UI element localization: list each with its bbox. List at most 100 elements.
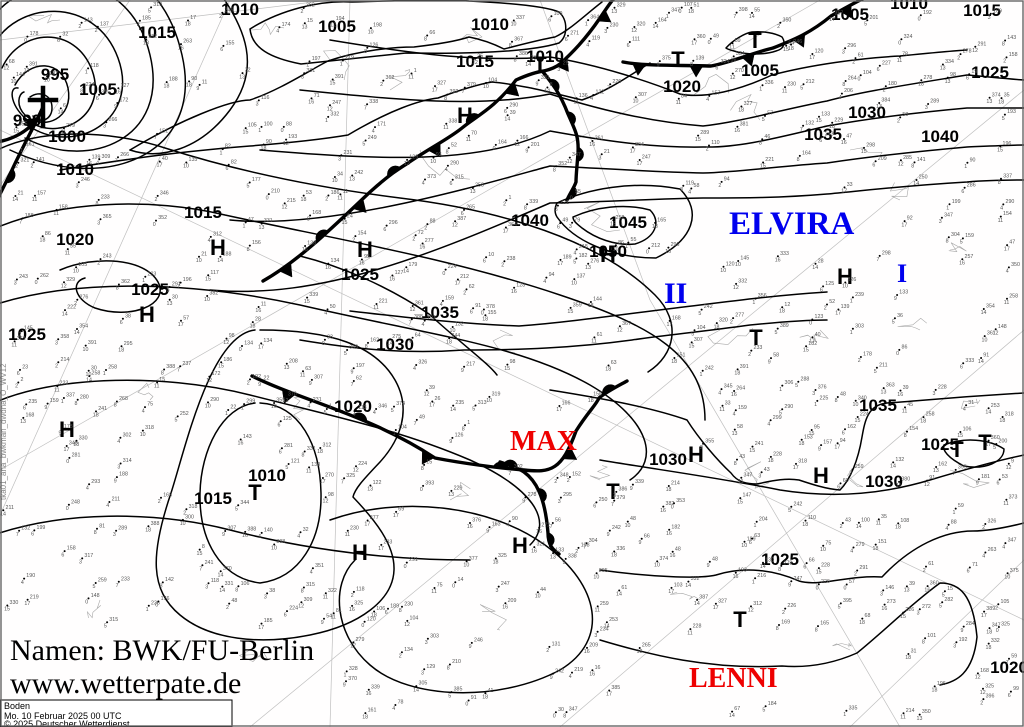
svg-text:5: 5 xyxy=(344,351,347,357)
svg-text:362: 362 xyxy=(386,75,395,81)
svg-text:18: 18 xyxy=(999,418,1005,424)
svg-text:10: 10 xyxy=(180,521,186,527)
svg-text:6: 6 xyxy=(96,96,99,102)
svg-text:15: 15 xyxy=(610,221,616,227)
svg-text:242: 242 xyxy=(354,170,363,176)
svg-text:298: 298 xyxy=(882,251,891,257)
svg-text:156: 156 xyxy=(252,240,261,246)
svg-text:11: 11 xyxy=(900,715,906,721)
svg-text:5: 5 xyxy=(795,383,798,389)
svg-text:18: 18 xyxy=(73,442,79,448)
svg-text:14: 14 xyxy=(219,588,225,594)
svg-text:2: 2 xyxy=(748,352,751,358)
svg-text:Boden: Boden xyxy=(4,701,30,711)
svg-text:201: 201 xyxy=(870,15,879,21)
svg-text:3: 3 xyxy=(594,633,597,639)
svg-text:15: 15 xyxy=(4,607,10,613)
svg-text:21: 21 xyxy=(201,251,207,257)
svg-text:158: 158 xyxy=(1009,52,1018,58)
svg-text:0: 0 xyxy=(671,504,674,510)
svg-text:90: 90 xyxy=(970,157,976,163)
svg-text:12: 12 xyxy=(282,205,288,211)
svg-text:www.wetterpate.de: www.wetterpate.de xyxy=(10,667,241,700)
svg-text:146: 146 xyxy=(885,585,894,591)
svg-text:0: 0 xyxy=(918,17,921,23)
svg-text:2: 2 xyxy=(424,225,427,231)
svg-text:0: 0 xyxy=(153,222,156,228)
svg-text:4: 4 xyxy=(392,706,395,712)
svg-text:13: 13 xyxy=(284,365,290,371)
svg-text:339: 339 xyxy=(371,684,380,690)
svg-text:13: 13 xyxy=(302,24,308,30)
svg-text:48: 48 xyxy=(630,516,636,522)
svg-text:317: 317 xyxy=(84,553,93,559)
svg-text:3: 3 xyxy=(933,391,936,397)
svg-text:1025: 1025 xyxy=(341,265,379,284)
svg-text:18: 18 xyxy=(738,108,744,114)
svg-text:144: 144 xyxy=(593,297,602,303)
svg-text:9: 9 xyxy=(563,560,566,566)
svg-text:55: 55 xyxy=(754,8,760,14)
svg-text:14: 14 xyxy=(58,110,64,116)
svg-text:3: 3 xyxy=(569,224,572,230)
svg-text:325: 325 xyxy=(985,683,994,689)
svg-text:7: 7 xyxy=(154,135,157,141)
svg-text:3: 3 xyxy=(917,611,920,617)
svg-text:376: 376 xyxy=(818,385,827,391)
svg-text:126: 126 xyxy=(455,433,464,439)
svg-text:143: 143 xyxy=(84,17,93,23)
svg-text:6: 6 xyxy=(548,17,551,23)
svg-text:6: 6 xyxy=(278,422,281,428)
svg-text:3: 3 xyxy=(988,15,991,21)
svg-text:2: 2 xyxy=(718,183,721,189)
svg-text:246: 246 xyxy=(474,638,483,644)
svg-text:17: 17 xyxy=(637,161,643,167)
svg-text:18: 18 xyxy=(164,83,170,89)
svg-text:17: 17 xyxy=(835,311,841,317)
svg-text:18: 18 xyxy=(261,146,267,152)
svg-text:1: 1 xyxy=(814,402,817,408)
svg-text:241: 241 xyxy=(98,406,107,412)
svg-text:230: 230 xyxy=(787,82,796,88)
svg-text:1: 1 xyxy=(325,118,328,124)
svg-text:15: 15 xyxy=(567,309,573,315)
svg-text:199: 199 xyxy=(37,525,46,531)
svg-text:8: 8 xyxy=(96,201,99,207)
svg-text:4: 4 xyxy=(96,161,99,167)
svg-text:40: 40 xyxy=(162,156,168,162)
svg-text:362: 362 xyxy=(121,279,130,285)
svg-text:98: 98 xyxy=(950,72,956,78)
svg-text:6: 6 xyxy=(31,532,34,538)
svg-text:0: 0 xyxy=(420,487,423,493)
svg-text:4: 4 xyxy=(982,554,985,560)
svg-text:48: 48 xyxy=(231,598,237,604)
svg-text:221: 221 xyxy=(765,157,774,163)
svg-text:230: 230 xyxy=(350,525,359,531)
svg-text:16: 16 xyxy=(589,142,595,148)
svg-text:0: 0 xyxy=(167,288,170,294)
svg-text:1030: 1030 xyxy=(649,450,687,469)
svg-text:6: 6 xyxy=(961,189,964,195)
svg-text:45: 45 xyxy=(907,402,913,408)
svg-text:247: 247 xyxy=(642,155,651,161)
svg-text:228: 228 xyxy=(821,563,830,569)
svg-text:219: 219 xyxy=(574,667,583,673)
svg-text:17: 17 xyxy=(178,322,184,328)
svg-text:2: 2 xyxy=(155,197,158,203)
svg-text:14: 14 xyxy=(729,713,735,719)
svg-text:230: 230 xyxy=(404,601,413,607)
svg-text:34: 34 xyxy=(337,172,343,178)
svg-text:237: 237 xyxy=(182,361,191,367)
svg-text:4: 4 xyxy=(688,190,691,196)
svg-text:38: 38 xyxy=(125,313,131,319)
svg-text:91: 91 xyxy=(475,303,481,309)
svg-text:235: 235 xyxy=(28,399,37,405)
svg-text:5: 5 xyxy=(247,184,250,190)
svg-text:16: 16 xyxy=(255,308,261,314)
svg-text:8: 8 xyxy=(553,167,556,173)
svg-text:30: 30 xyxy=(558,707,564,713)
svg-text:15: 15 xyxy=(218,363,224,369)
svg-text:12: 12 xyxy=(472,60,478,66)
svg-text:7: 7 xyxy=(19,220,22,226)
svg-text:11: 11 xyxy=(573,99,579,105)
